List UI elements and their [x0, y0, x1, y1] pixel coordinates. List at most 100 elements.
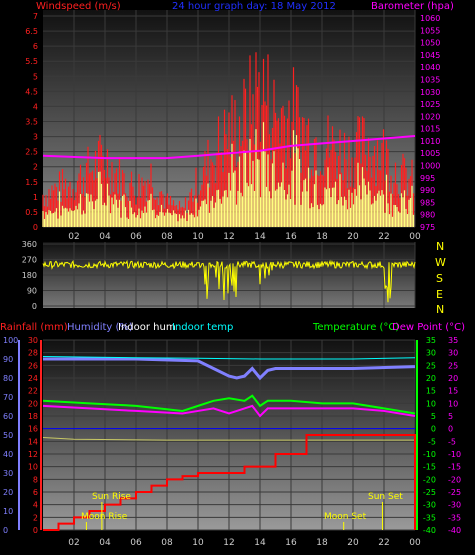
baro-tick-label: 1040: [420, 63, 440, 72]
rain-tick-label: 22: [28, 387, 38, 396]
direction-trace: [42, 259, 416, 303]
moon-set-label: Moon Set: [324, 512, 367, 522]
dewpoint-tick-label: 5: [448, 412, 453, 421]
dewpoint-tick-label: 0: [448, 425, 453, 434]
wind-tick-label: 0: [33, 223, 38, 232]
direction-tick-label: 0: [32, 302, 37, 311]
wind-tick-label: 3.5: [25, 118, 38, 127]
wind-tick-label: 1.5: [25, 178, 38, 187]
temp-tick-label: -40: [423, 526, 436, 535]
temp-tick-label: 25: [426, 361, 436, 370]
rain-tick-label: 26: [28, 361, 38, 370]
temp-tick-label: 15: [426, 387, 436, 396]
indoor-temp-line: [42, 355, 416, 360]
temp-tick-label: 35: [426, 336, 436, 345]
x-tick-label-top: 22: [378, 232, 389, 242]
humidity-label: Humidity (%): [67, 322, 133, 333]
rain-tick-label: 16: [28, 425, 38, 434]
compass-w: W: [435, 256, 446, 269]
x-tick-label-top: 20: [347, 232, 359, 242]
temp-tick-label: 20: [426, 374, 436, 383]
x-tick-label-top: 16: [285, 232, 297, 242]
rain-tick-label: 18: [28, 412, 38, 421]
humidity-tick-label: 20: [3, 488, 13, 497]
rain-tick-label: 0: [33, 526, 38, 535]
rain-tick-label: 30: [28, 336, 38, 345]
dewpoint-tick-label: 10: [448, 399, 458, 408]
dewpoint-tick-label: -15: [448, 463, 461, 472]
baro-tick-label: 985: [420, 198, 435, 207]
dewpoint-label: Dew Point (°C): [392, 322, 465, 333]
dewpoint-tick-label: -10: [448, 450, 461, 459]
x-tick-label-top: 14: [254, 232, 266, 242]
baro-tick-label: 1020: [420, 112, 440, 121]
x-tick-label-top: 00: [409, 232, 421, 242]
x-tick-label-top: 12: [223, 232, 234, 242]
indoor-hum-line: [42, 437, 415, 441]
x-tick-label-bottom: 12: [223, 538, 234, 548]
compass-e: E: [436, 288, 443, 301]
temp-tick-label: -5: [428, 437, 436, 446]
wind-tick-label: 0.5: [25, 208, 38, 217]
direction-line: [42, 259, 416, 303]
x-tick-label-bottom: 06: [130, 538, 142, 548]
chart-title: 24 hour graph day: 18 May 2012: [172, 1, 336, 12]
temp-tick-label: 0: [431, 425, 436, 434]
x-tick-label-bottom: 22: [378, 538, 389, 548]
direction-tick-label: 90: [27, 287, 37, 296]
baro-axis-title: Barometer (hpa): [371, 1, 454, 12]
dewpoint-tick-label: 15: [448, 387, 458, 396]
x-tick-label-bottom: 10: [192, 538, 204, 548]
humidity-tick-label: 40: [3, 450, 13, 459]
rain-tick-label: 10: [28, 463, 38, 472]
dewpoint-tick-label: 30: [448, 349, 458, 358]
wind-tick-label: 6.5: [25, 27, 38, 36]
x-tick-label-top: 10: [192, 232, 204, 242]
baro-tick-label: 1005: [420, 149, 440, 158]
compass-s: S: [436, 272, 443, 285]
wind-tick-label: 7: [33, 12, 38, 21]
wind-tick-label: 6: [33, 42, 38, 51]
wind-bars: [42, 52, 415, 227]
rain-tick-label: 14: [28, 437, 38, 446]
wind-tick-label: 4: [33, 102, 38, 111]
compass-n-bottom: N: [436, 303, 444, 316]
rain-tick-label: 4: [33, 501, 38, 510]
x-tick-label-top: 02: [68, 232, 79, 242]
barometer-line: [42, 135, 416, 160]
indoor-temp-label: Indoor temp: [172, 322, 233, 333]
sun-set-label: Sun Set: [368, 492, 403, 502]
rain-tick-label: 28: [28, 349, 38, 358]
x-tick-label-top: 18: [316, 232, 328, 242]
x-tick-label-bottom: 00: [409, 538, 421, 548]
temp-tick-label: -30: [423, 501, 436, 510]
rainfall-line: [43, 434, 416, 531]
humidity-tick-label: 80: [3, 374, 13, 383]
baro-tick-label: 1015: [420, 125, 440, 134]
compass-n-top: N: [436, 240, 444, 253]
indoor-hum-label: Indoor hum: [118, 322, 176, 333]
baro-tick-label: 980: [420, 211, 435, 220]
dewpoint-tick-label: -35: [448, 513, 461, 522]
humidity-tick-label: 70: [3, 393, 13, 402]
wind-tick-label: 4.5: [25, 87, 38, 96]
sun-rise-label: Sun Rise: [92, 492, 131, 502]
humidity-tick-label: 50: [3, 431, 13, 440]
rain-tick-label: 6: [33, 488, 38, 497]
baro-tick-label: 995: [420, 174, 435, 183]
baro-tick-label: 1045: [420, 51, 440, 60]
humidity-tick-label: 60: [3, 412, 13, 421]
rain-tick-label: 2: [33, 513, 38, 522]
dewpoint-tick-label: -5: [448, 437, 456, 446]
x-tick-label-top: 08: [161, 232, 173, 242]
humidity-tick-label: 90: [3, 355, 13, 364]
wind-tick-label: 2: [33, 163, 38, 172]
rain-tick-label: 20: [28, 399, 38, 408]
wind-tick-label: 3: [33, 133, 38, 142]
x-tick-label-bottom: 02: [68, 538, 79, 548]
moon-rise-label: Moon Rise: [81, 512, 128, 522]
temp-tick-label: -25: [423, 488, 436, 497]
humidity-tick-label: 10: [3, 507, 13, 516]
wind-tick-label: 2.5: [25, 148, 38, 157]
x-tick-label-bottom: 08: [161, 538, 173, 548]
